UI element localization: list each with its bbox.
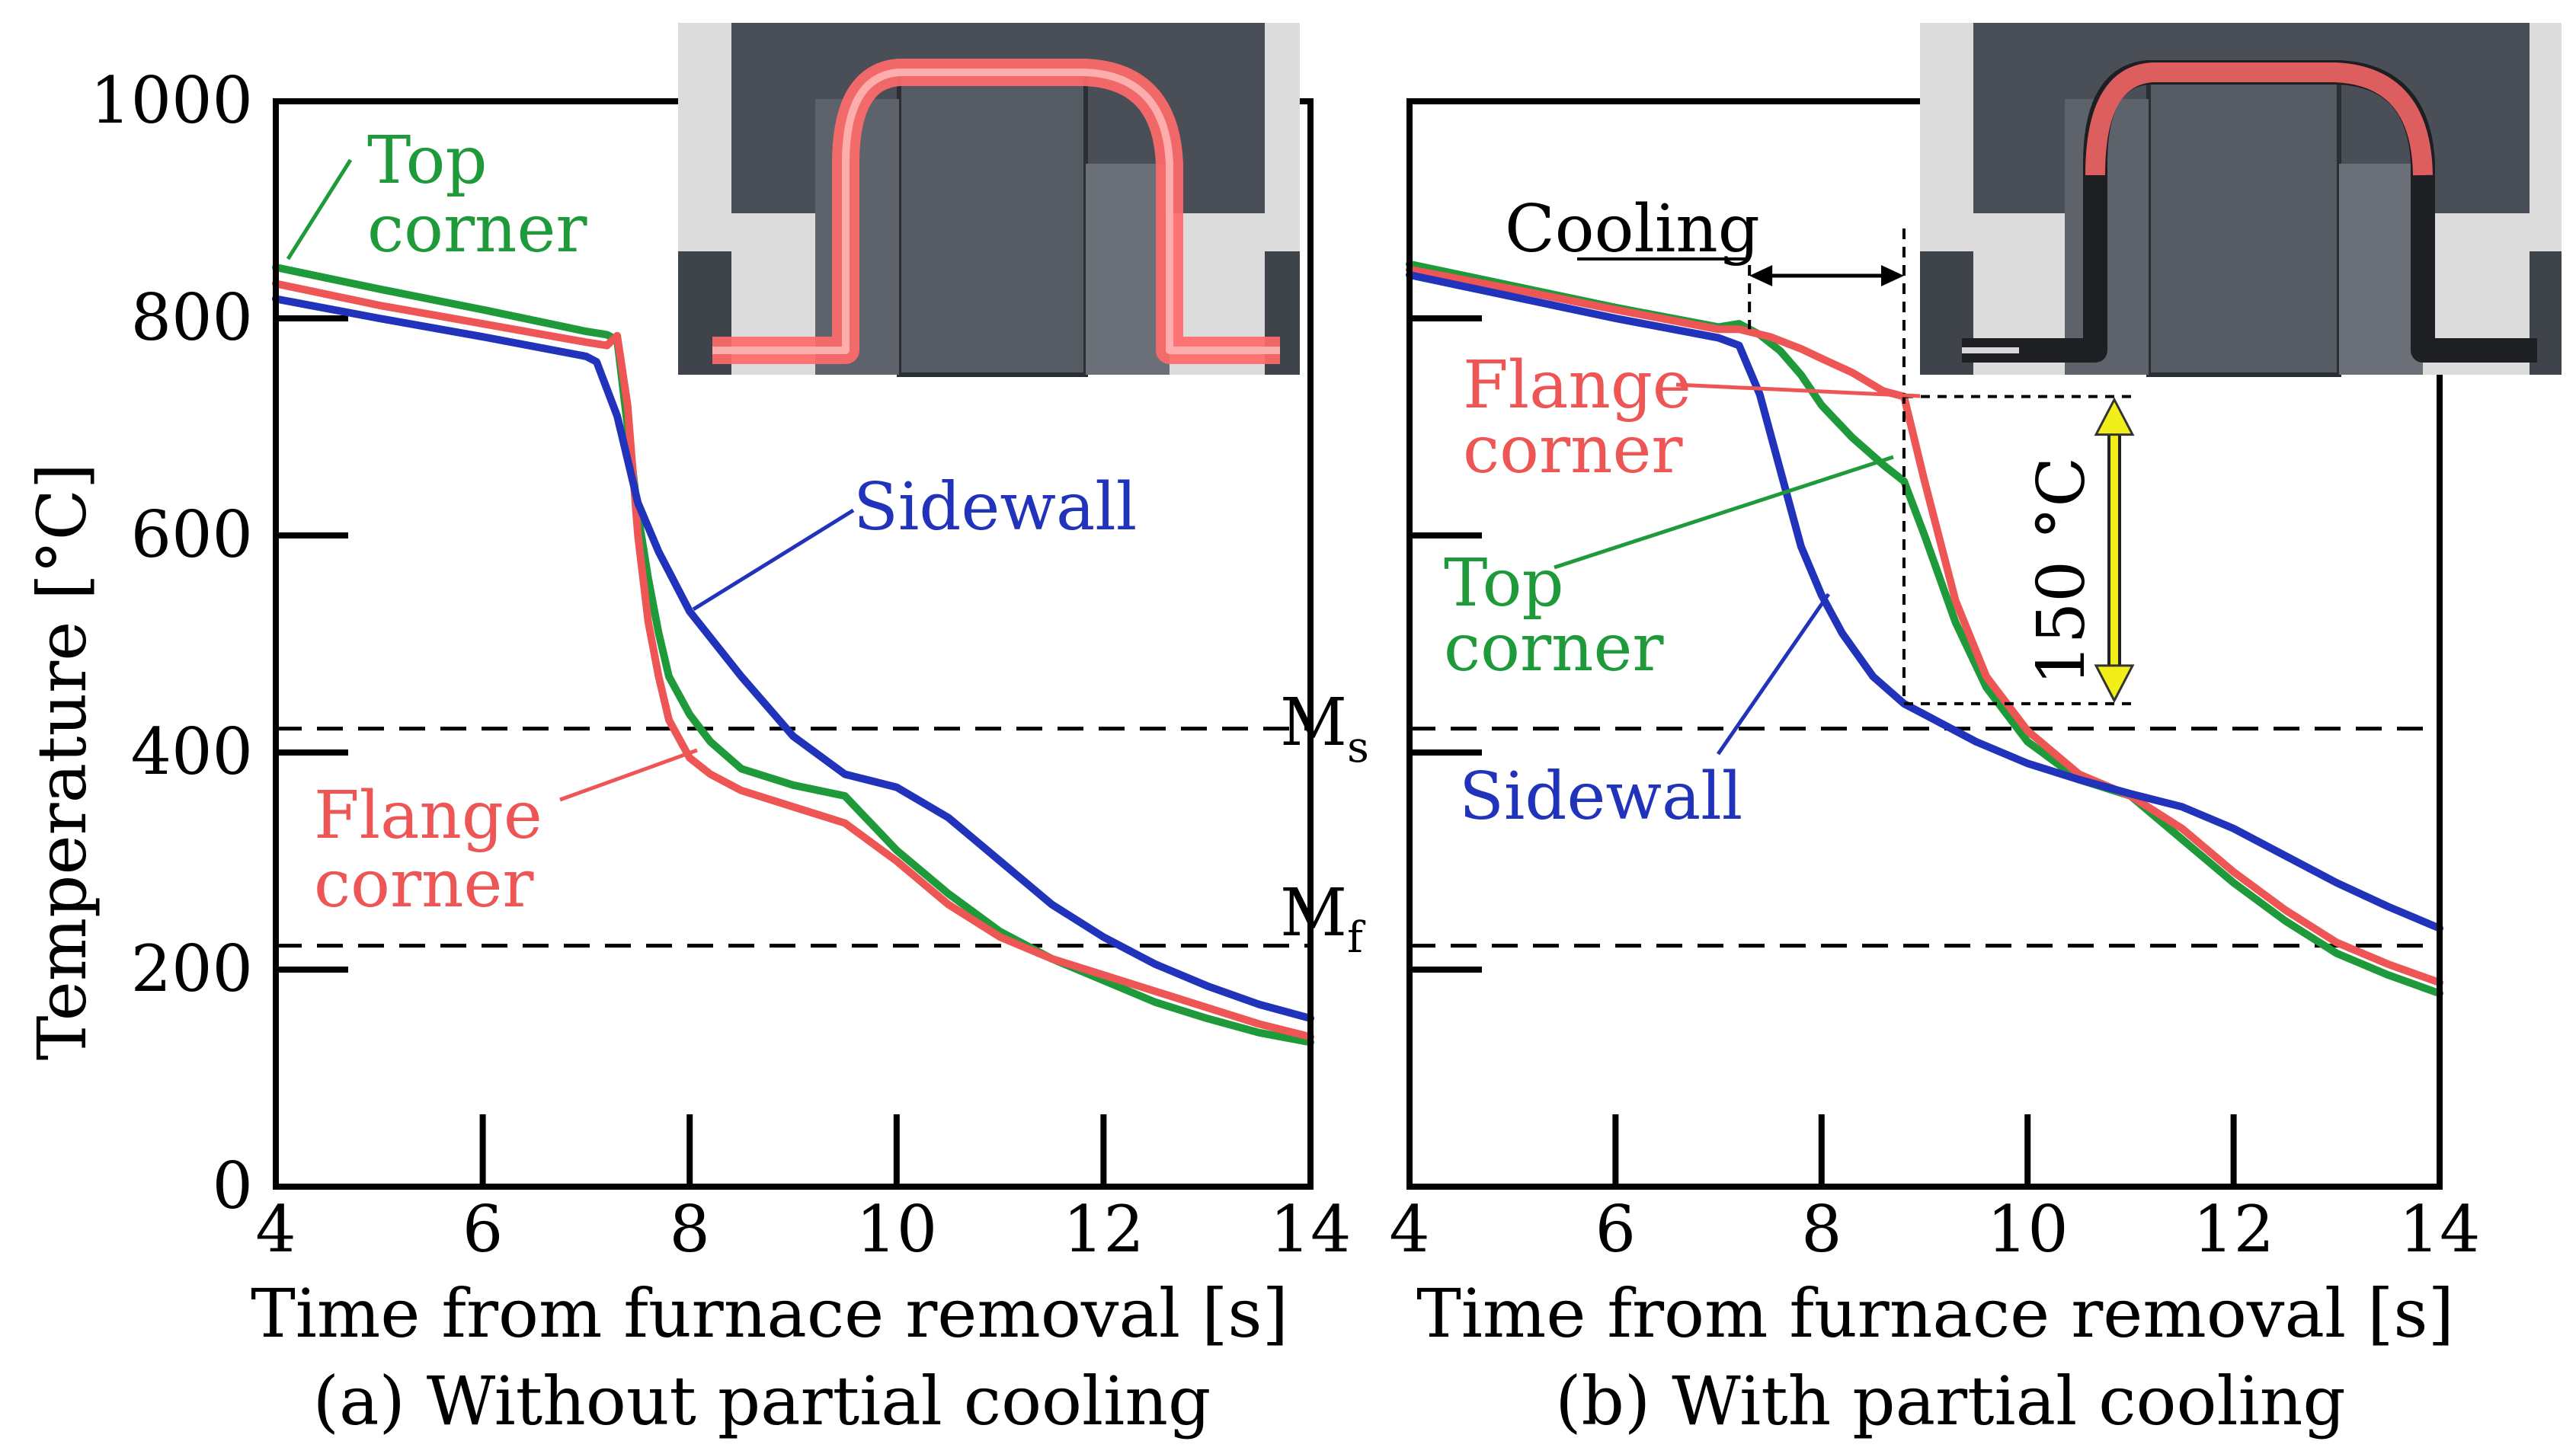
y-tick-label: 0 xyxy=(213,1149,253,1223)
top-corner-label-b-2: corner xyxy=(1444,610,1664,686)
sidewall-leader-a xyxy=(692,508,855,612)
y-tick-label: 1000 xyxy=(90,63,253,138)
flange-corner-leader-a xyxy=(559,748,698,802)
photo-inset-a xyxy=(678,23,1300,377)
delta-indicator: 150 °C xyxy=(1903,395,2135,705)
series-flange-corner-b xyxy=(1406,265,2443,987)
panel-a-caption: (a) Without partial cooling xyxy=(313,1362,1211,1440)
x-tick-label: 8 xyxy=(1801,1192,1842,1267)
series-sidewall-a xyxy=(272,295,1314,1023)
cooling-label: Cooling xyxy=(1505,191,1760,267)
x-tick-label: 14 xyxy=(1270,1192,1352,1267)
flange-corner-leader-b xyxy=(1675,382,1921,398)
panel-a-x-title: Time from furnace removal [s] xyxy=(251,1274,1288,1353)
top-corner-leader-b xyxy=(1554,455,1894,570)
x-tick-label: 6 xyxy=(462,1192,503,1267)
delta-label: 150 °C xyxy=(2024,457,2100,685)
y-tick-label: 400 xyxy=(131,714,253,789)
sidewall-label-b: Sidewall xyxy=(1459,759,1742,835)
series-top-corner-b xyxy=(1406,260,2443,998)
x-tick-label: 6 xyxy=(1595,1192,1636,1267)
y-tick-label: 800 xyxy=(131,280,253,355)
top-corner-label-b-1: Top xyxy=(1444,545,1564,622)
x-tick-label: 10 xyxy=(856,1192,937,1267)
x-tick-label: 14 xyxy=(2399,1192,2481,1267)
flange-corner-label-b-2: corner xyxy=(1463,412,1683,488)
ms-label: Ms xyxy=(1280,685,1369,772)
sidewall-leader-b xyxy=(1716,593,1831,756)
x-tick-label: 12 xyxy=(1063,1192,1144,1267)
top-corner-leader-a xyxy=(286,158,353,260)
sidewall-label-a: Sidewall xyxy=(853,469,1137,545)
panel-b-chart: 4 6 8 10 12 14 Cooling xyxy=(1389,23,2562,1440)
flange-corner-label-a-2: corner xyxy=(314,846,534,922)
x-tick-label: 4 xyxy=(255,1192,296,1267)
y-axis-title: Temperature [°C] xyxy=(23,463,101,1060)
photo-inset-b xyxy=(1920,23,2562,377)
y-tick-label: 200 xyxy=(131,932,253,1006)
panel-b-x-title: Time from furnace removal [s] xyxy=(1416,1274,2454,1353)
panel-b-caption: (b) With partial cooling xyxy=(1555,1362,2346,1440)
top-corner-label-a-1: Top xyxy=(367,123,488,199)
series-flange-corner-a xyxy=(272,280,1314,1041)
x-tick-label: 8 xyxy=(669,1192,709,1267)
cooling-interval: Cooling xyxy=(1505,191,1906,704)
x-tick-label: 12 xyxy=(2193,1192,2274,1267)
top-corner-label-a-2: corner xyxy=(367,191,587,267)
x-tick-label: 10 xyxy=(1987,1192,2069,1267)
x-tick-label: 4 xyxy=(1389,1192,1429,1267)
y-tick-label: 600 xyxy=(131,497,253,572)
series-top-corner-a xyxy=(272,264,1314,1047)
flange-corner-label-a-1: Flange xyxy=(314,778,542,854)
flange-corner-label-b-1: Flange xyxy=(1463,347,1691,423)
